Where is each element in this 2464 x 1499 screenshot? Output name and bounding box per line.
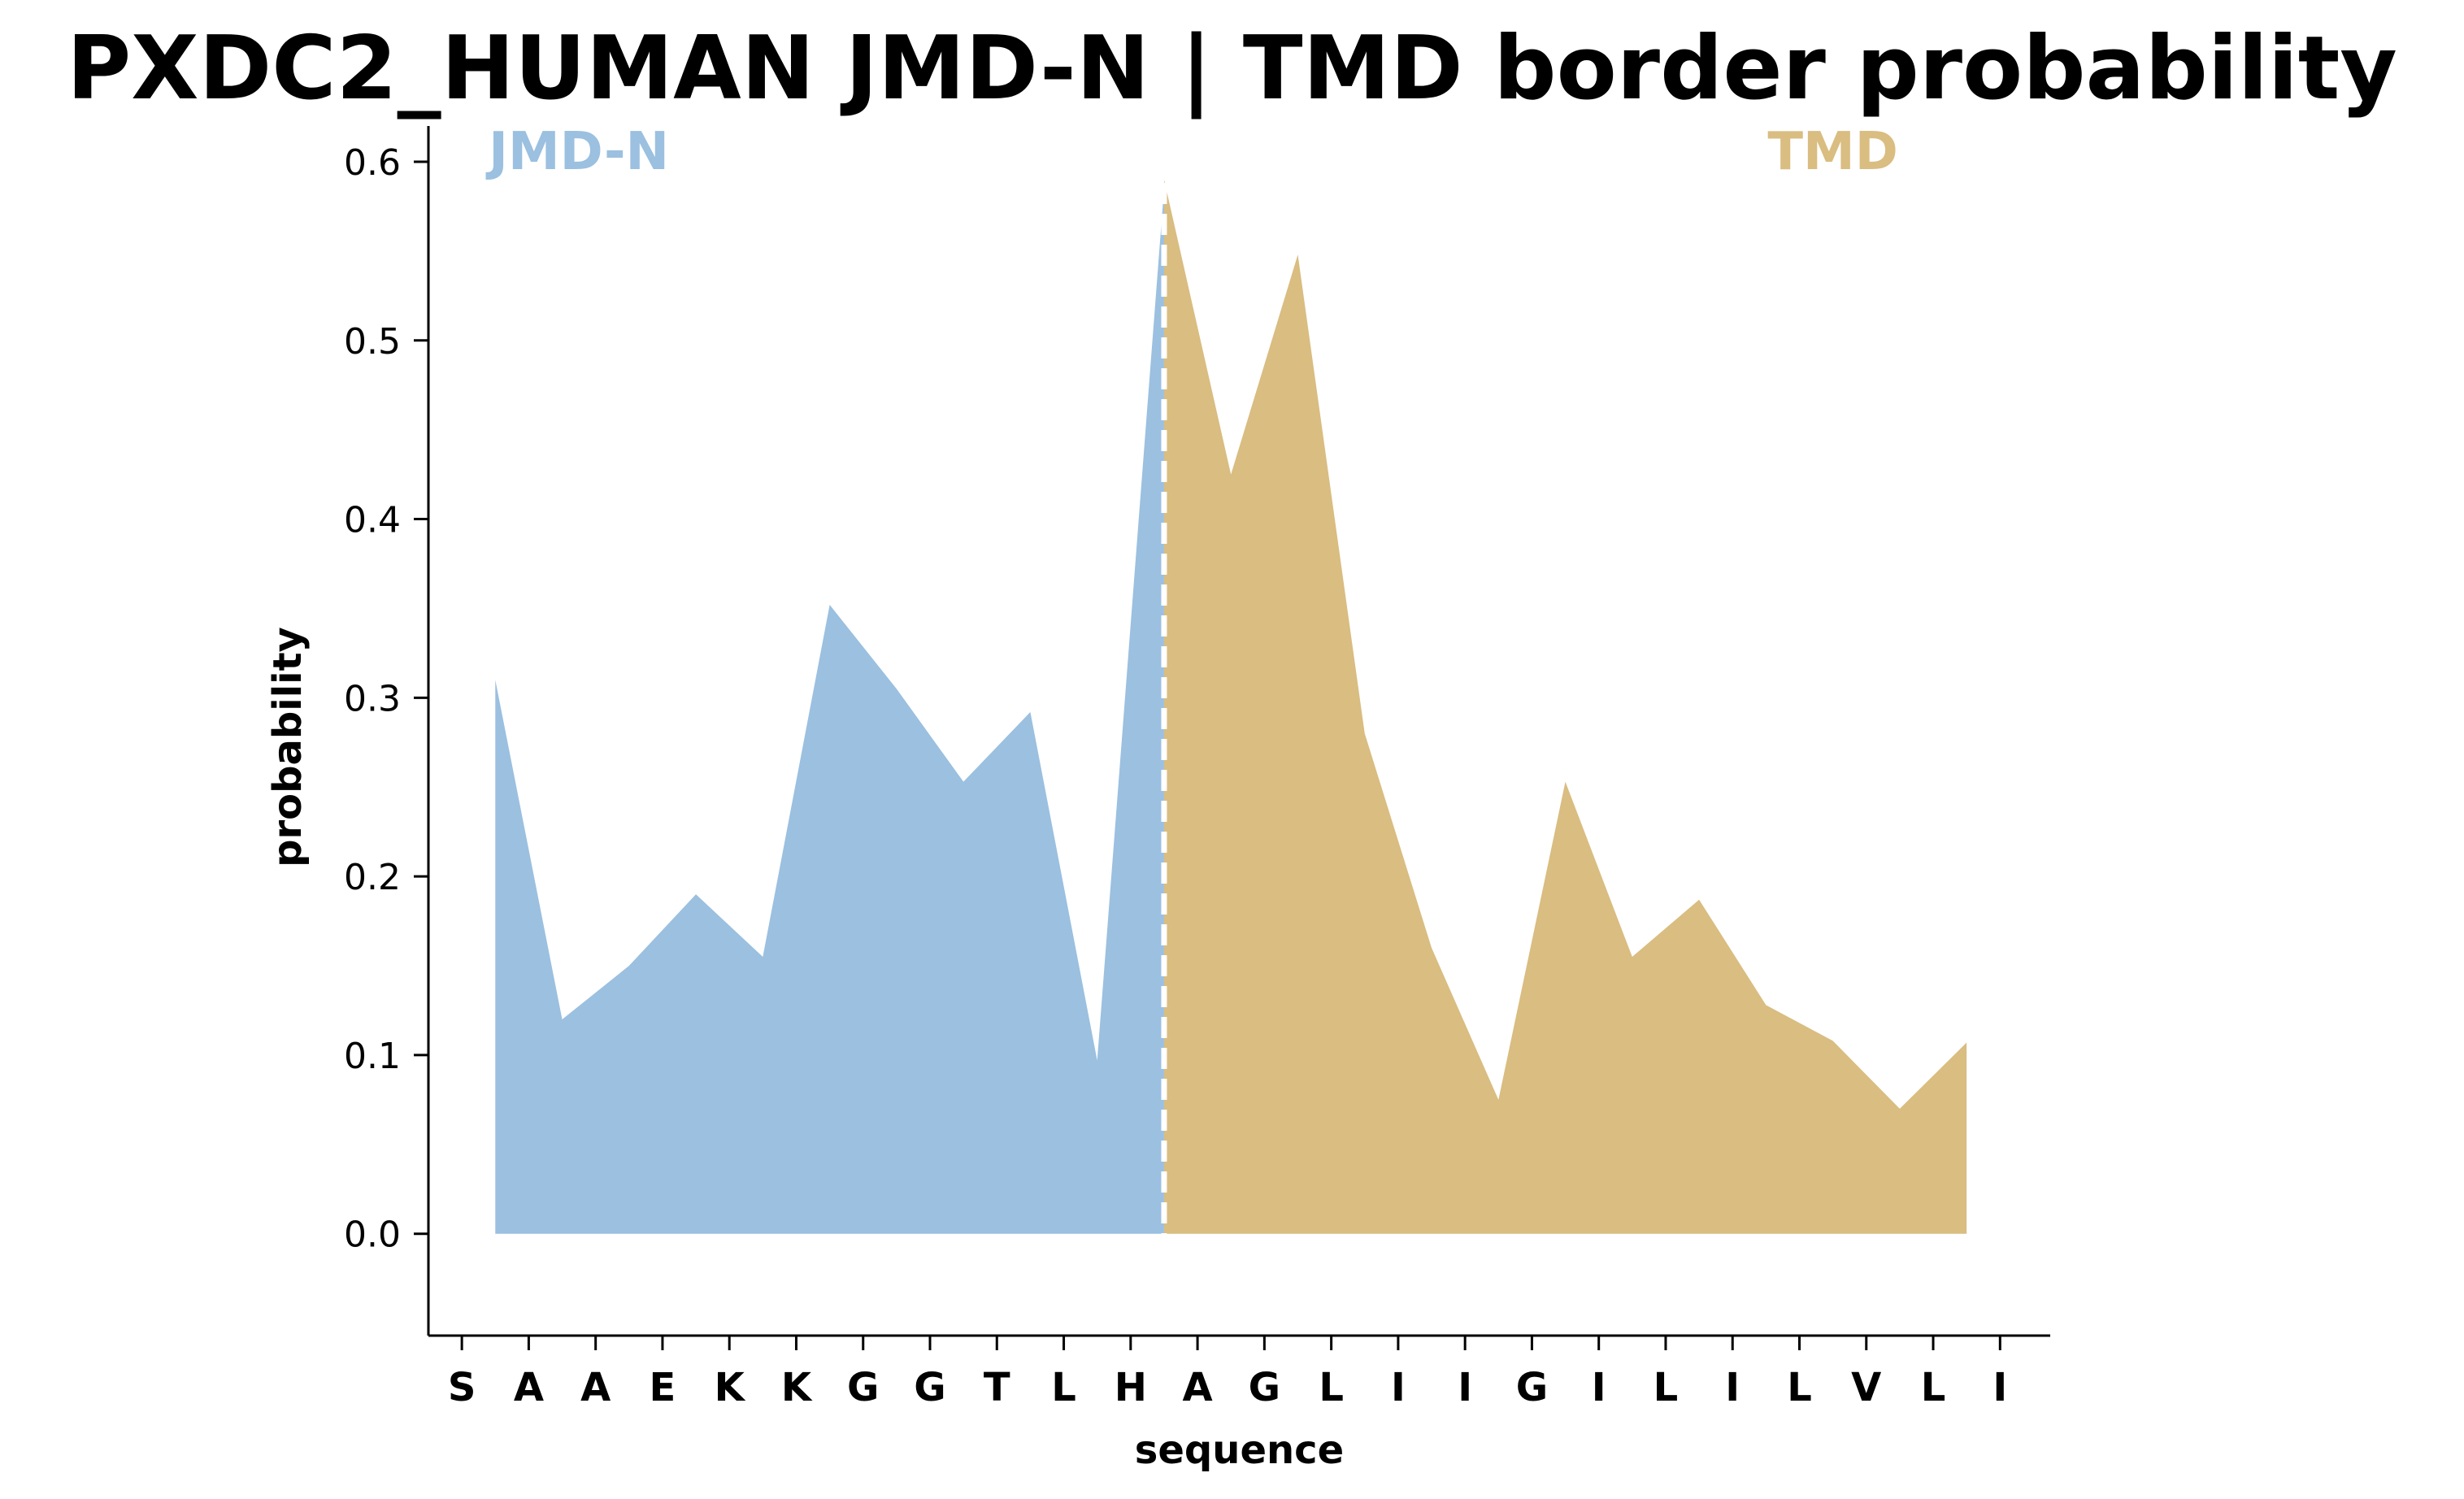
series-area-jmd-n	[495, 188, 1164, 1234]
x-tick-label: G	[1516, 1365, 1548, 1410]
x-tick-label: A	[1183, 1365, 1213, 1410]
chart-title: PXDC2_HUMAN JMD-N | TMD border probabili…	[67, 18, 2397, 119]
x-tick-label: L	[1051, 1365, 1076, 1410]
y-tick-label: 0.4	[344, 500, 401, 541]
y-tick-label: 0.5	[344, 321, 401, 363]
y-tick-label: 0.0	[344, 1214, 401, 1256]
x-tick-label: A	[580, 1365, 611, 1410]
x-tick-label: I	[1992, 1365, 2007, 1410]
y-tick-label: 0.6	[344, 142, 401, 184]
series-areas	[495, 179, 1967, 1234]
x-tick-label: L	[1654, 1365, 1679, 1410]
x-tick-label: S	[448, 1365, 476, 1410]
x-tick-label: A	[514, 1365, 544, 1410]
x-tick-label: I	[1592, 1365, 1606, 1410]
x-tick-label: I	[1458, 1365, 1472, 1410]
x-tick-label: V	[1851, 1365, 1881, 1410]
axes	[427, 126, 2050, 1337]
y-ticks: 0.0 0.1 0.2 0.3 0.4 0.5 0.6	[344, 142, 428, 1256]
x-tick-label: I	[1391, 1365, 1406, 1410]
x-tick-label: G	[847, 1365, 879, 1410]
x-tick-label: I	[1725, 1365, 1740, 1410]
x-tick-label: L	[1921, 1365, 1946, 1410]
x-tick-label: H	[1115, 1365, 1147, 1410]
region-labels: JMD-N TMD	[485, 122, 1898, 182]
x-tick-label: G	[914, 1365, 945, 1410]
x-tick-label: L	[1787, 1365, 1812, 1410]
x-tick-label: K	[781, 1365, 813, 1410]
y-tick-label: 0.2	[344, 857, 401, 898]
x-axis-title: sequence	[1135, 1427, 1344, 1473]
x-tick-label: G	[1249, 1365, 1280, 1410]
x-tick-label: K	[715, 1365, 746, 1410]
y-axis-title: probability	[265, 627, 311, 867]
region-label-jmd-n: JMD-N	[485, 122, 669, 182]
x-tick-label: L	[1319, 1365, 1344, 1410]
x-tick-label: T	[984, 1365, 1010, 1410]
series-area-tmd	[1163, 179, 1967, 1234]
x-tick-label: E	[650, 1365, 676, 1410]
region-label-tmd: TMD	[1767, 122, 1897, 182]
y-tick-label: 0.1	[344, 1036, 401, 1077]
y-tick-label: 0.3	[344, 678, 401, 719]
